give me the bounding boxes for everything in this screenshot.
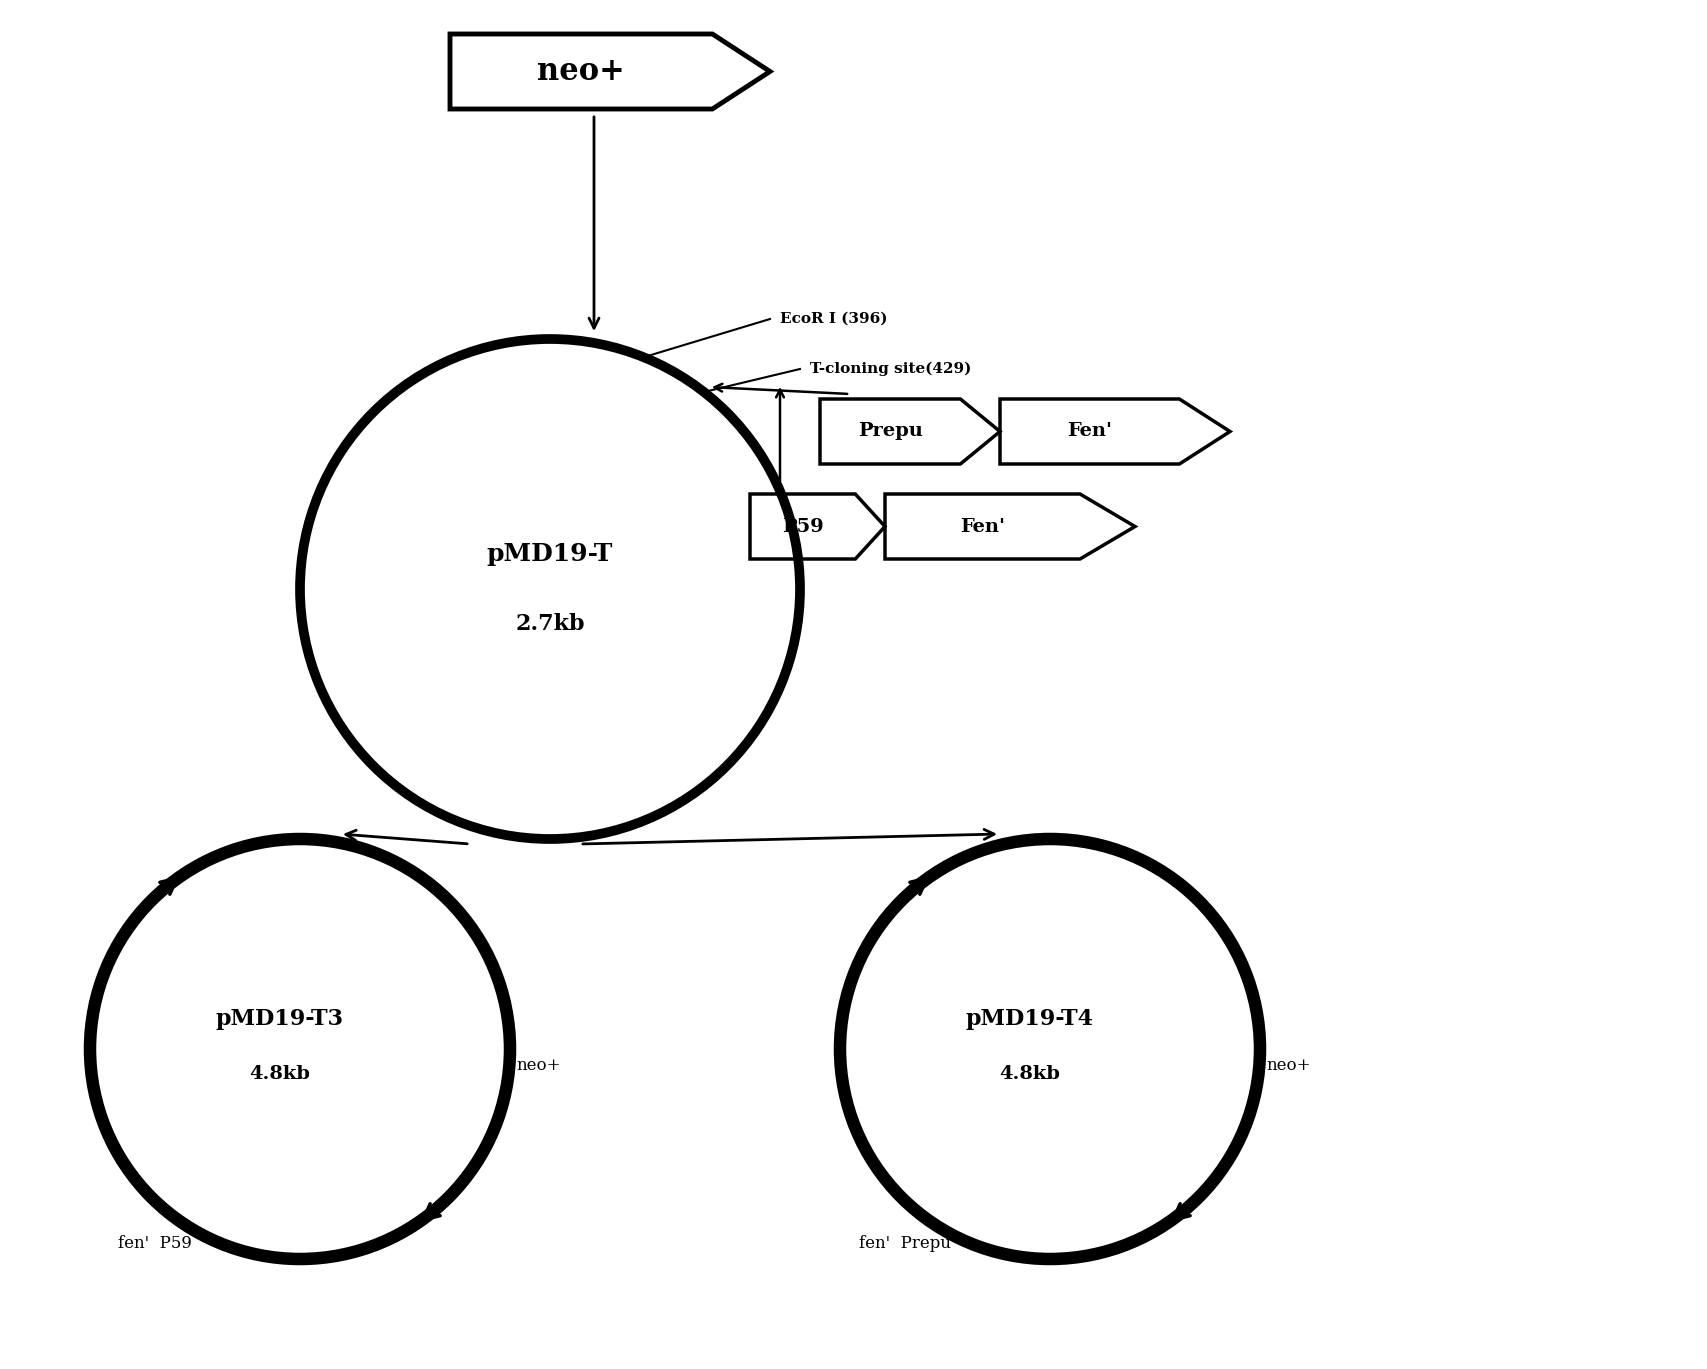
Text: neo+: neo+ bbox=[1267, 1057, 1311, 1073]
Text: neo+: neo+ bbox=[517, 1057, 562, 1073]
Text: 2.7kb: 2.7kb bbox=[516, 613, 584, 635]
Text: fen'  Prepu: fen' Prepu bbox=[859, 1235, 951, 1251]
Text: Prepu: Prepu bbox=[857, 423, 922, 441]
Text: 4.8kb: 4.8kb bbox=[249, 1065, 311, 1083]
Text: pMD19-T4: pMD19-T4 bbox=[966, 1008, 1094, 1029]
Text: Fen': Fen' bbox=[959, 517, 1004, 535]
Text: 4.8kb: 4.8kb bbox=[999, 1065, 1060, 1083]
Text: pMD19-T: pMD19-T bbox=[486, 542, 613, 565]
Text: EcoR I (396): EcoR I (396) bbox=[780, 312, 888, 326]
Text: Fen': Fen' bbox=[1067, 423, 1111, 441]
Text: fen'  P59: fen' P59 bbox=[118, 1235, 191, 1251]
Text: T-cloning site(429): T-cloning site(429) bbox=[809, 361, 971, 376]
Text: neo+: neo+ bbox=[538, 56, 625, 88]
Text: P59: P59 bbox=[782, 517, 823, 535]
Text: pMD19-T3: pMD19-T3 bbox=[215, 1008, 343, 1029]
